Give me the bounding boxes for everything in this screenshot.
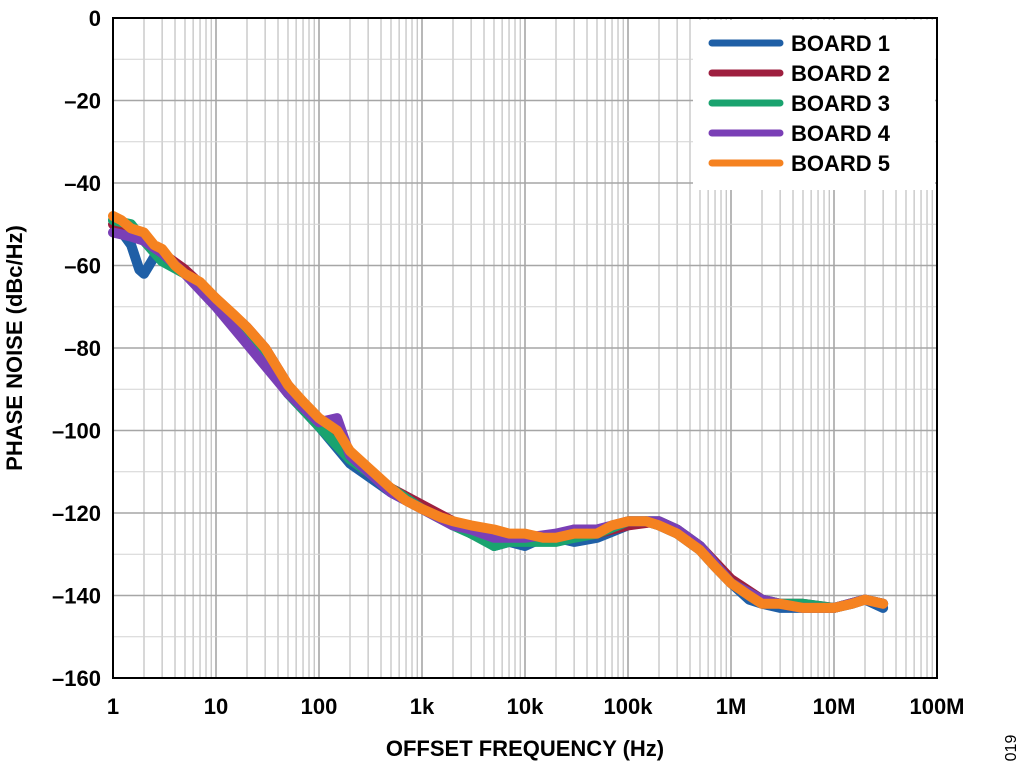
x-tick-label: 1k (410, 694, 435, 719)
x-tick-label: 1M (716, 694, 747, 719)
series-layer (108, 211, 889, 613)
x-tick-label: 100k (604, 694, 654, 719)
legend-label-board-5: BOARD 5 (791, 151, 890, 176)
figure-id: 019 (1003, 735, 1020, 762)
x-tick-labels: 1 10 100 1k 10k 100k 1M 10M 100M (107, 694, 965, 719)
y-tick-label: –20 (64, 89, 101, 114)
y-tick-label: –60 (64, 254, 101, 279)
legend-label-board-2: BOARD 2 (791, 61, 890, 86)
x-tick-label: 100M (909, 694, 964, 719)
y-axis-title: PHASE NOISE (dBc/Hz) (2, 225, 27, 471)
y-tick-labels: 0 –20 –40 –60 –80 –100 –120 –140 –160 (52, 6, 101, 691)
x-axis-title: OFFSET FREQUENCY (Hz) (386, 736, 664, 761)
series-line-board-5 (108, 211, 889, 613)
x-tick-label: 10k (507, 694, 544, 719)
legend-label-board-4: BOARD 4 (791, 121, 891, 146)
y-tick-label: –40 (64, 171, 101, 196)
x-tick-label: 10 (204, 694, 228, 719)
y-tick-label: –120 (52, 501, 101, 526)
y-tick-label: 0 (89, 6, 101, 31)
legend: BOARD 1 BOARD 2 BOARD 3 BOARD 4 BOARD 5 (693, 20, 935, 190)
y-tick-label: –140 (52, 584, 101, 609)
y-tick-label: –160 (52, 666, 101, 691)
legend-label-board-3: BOARD 3 (791, 91, 890, 116)
y-tick-label: –80 (64, 336, 101, 361)
x-tick-label: 1 (107, 694, 119, 719)
y-tick-label: –100 (52, 419, 101, 444)
plot-frame (112, 17, 938, 679)
legend-label-board-1: BOARD 1 (791, 31, 890, 56)
x-tick-label: 100 (301, 694, 338, 719)
x-tick-label: 10M (813, 694, 856, 719)
